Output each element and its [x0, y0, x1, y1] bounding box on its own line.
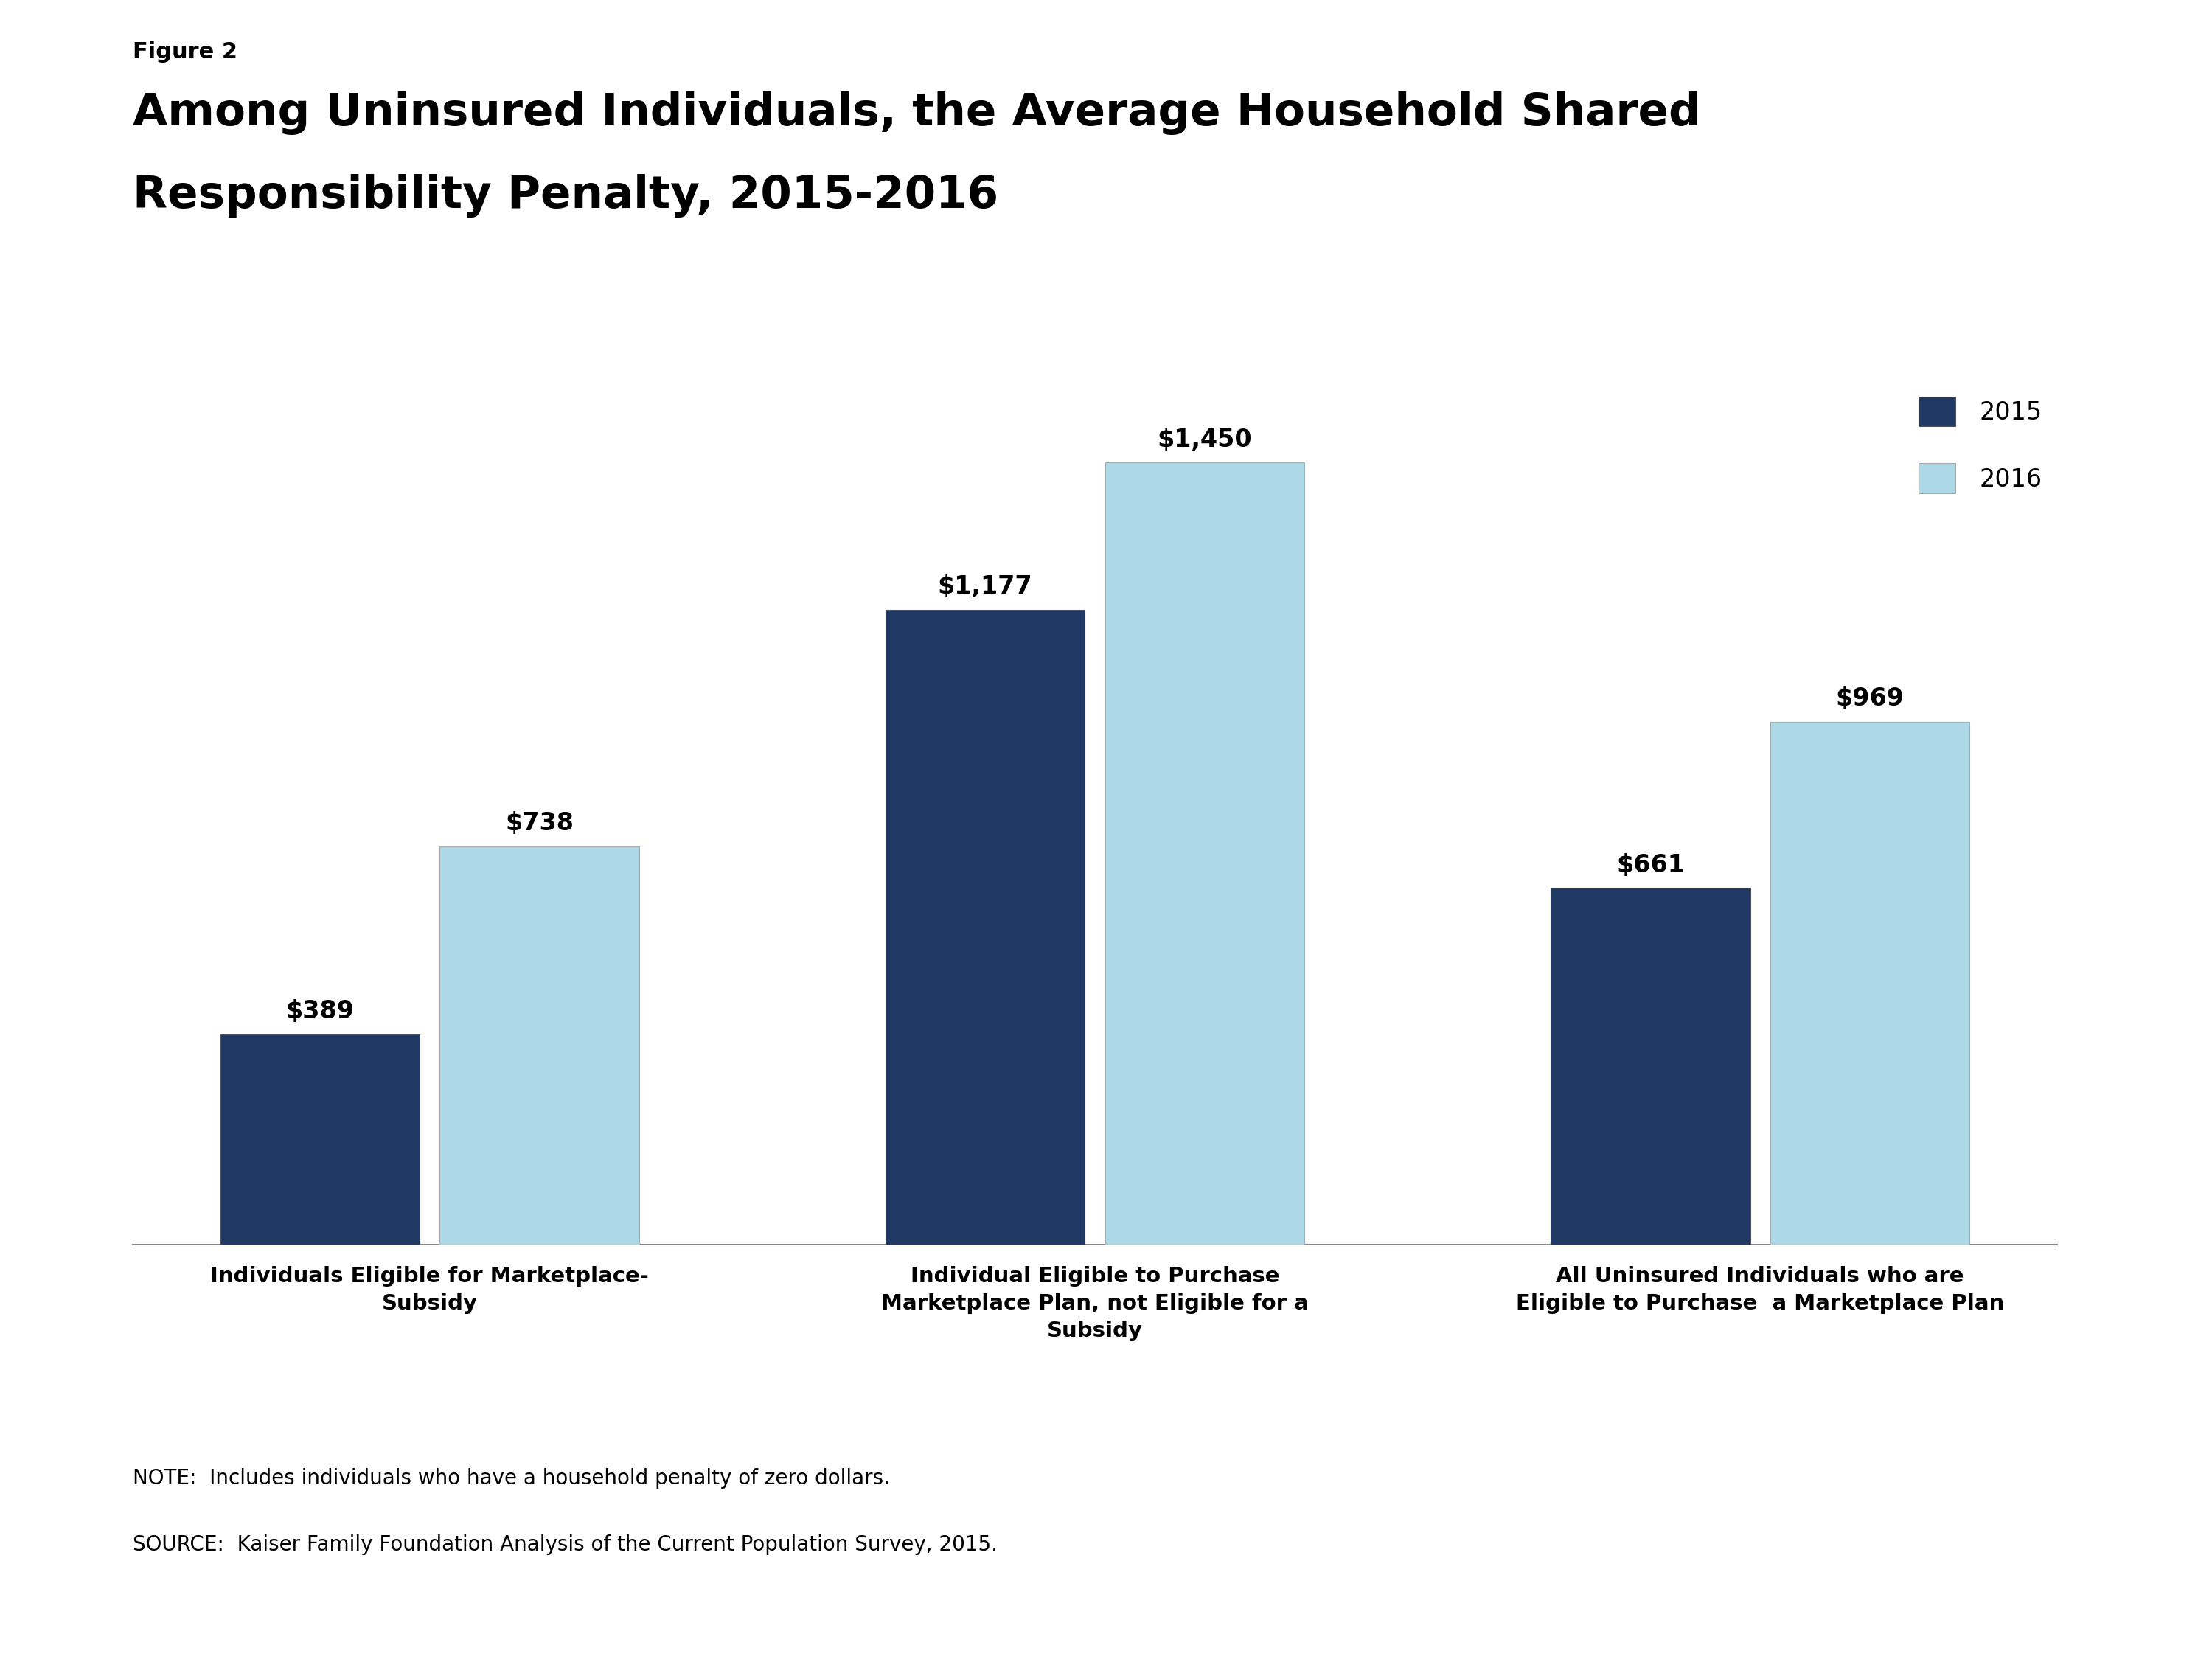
Text: SOURCE:  Kaiser Family Foundation Analysis of the Current Population Survey, 201: SOURCE: Kaiser Family Foundation Analysi…: [133, 1535, 998, 1554]
Bar: [1770, 722, 1969, 1244]
Text: $1,450: $1,450: [1157, 428, 1252, 451]
Bar: [1551, 888, 1750, 1244]
Text: THE HENRY J.: THE HENRY J.: [1973, 1457, 2042, 1468]
Text: $969: $969: [1836, 687, 1905, 712]
Text: $1,177: $1,177: [938, 574, 1033, 599]
Text: Among Uninsured Individuals, the Average Household Shared: Among Uninsured Individuals, the Average…: [133, 91, 1701, 134]
Bar: [1106, 463, 1305, 1244]
Bar: [221, 1035, 420, 1244]
Text: $661: $661: [1617, 853, 1686, 878]
Text: FOUNDATION: FOUNDATION: [1971, 1594, 2044, 1606]
Text: FAMILY: FAMILY: [1966, 1543, 2048, 1564]
Text: NOTE:  Includes individuals who have a household penalty of zero dollars.: NOTE: Includes individuals who have a ho…: [133, 1468, 889, 1488]
Text: KAISER: KAISER: [1966, 1505, 2048, 1526]
Text: Figure 2: Figure 2: [133, 41, 237, 63]
Text: Responsibility Penalty, 2015-2016: Responsibility Penalty, 2015-2016: [133, 174, 998, 217]
Text: $738: $738: [504, 811, 573, 836]
Bar: [440, 846, 639, 1244]
Bar: [885, 609, 1084, 1244]
Legend: 2015, 2016: 2015, 2016: [1909, 387, 2053, 503]
Text: $389: $389: [285, 999, 354, 1024]
